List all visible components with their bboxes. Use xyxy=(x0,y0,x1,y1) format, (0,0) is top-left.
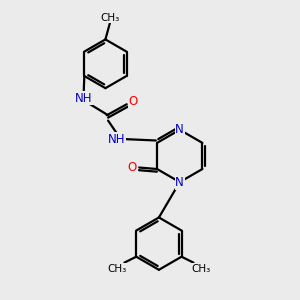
Text: CH₃: CH₃ xyxy=(100,13,119,23)
Text: O: O xyxy=(128,161,137,174)
Text: N: N xyxy=(175,176,184,189)
Text: CH₃: CH₃ xyxy=(108,264,127,274)
Text: NH: NH xyxy=(75,92,92,105)
Text: O: O xyxy=(128,95,138,108)
Text: NH: NH xyxy=(108,133,126,146)
Text: N: N xyxy=(175,123,184,136)
Text: CH₃: CH₃ xyxy=(191,264,210,274)
